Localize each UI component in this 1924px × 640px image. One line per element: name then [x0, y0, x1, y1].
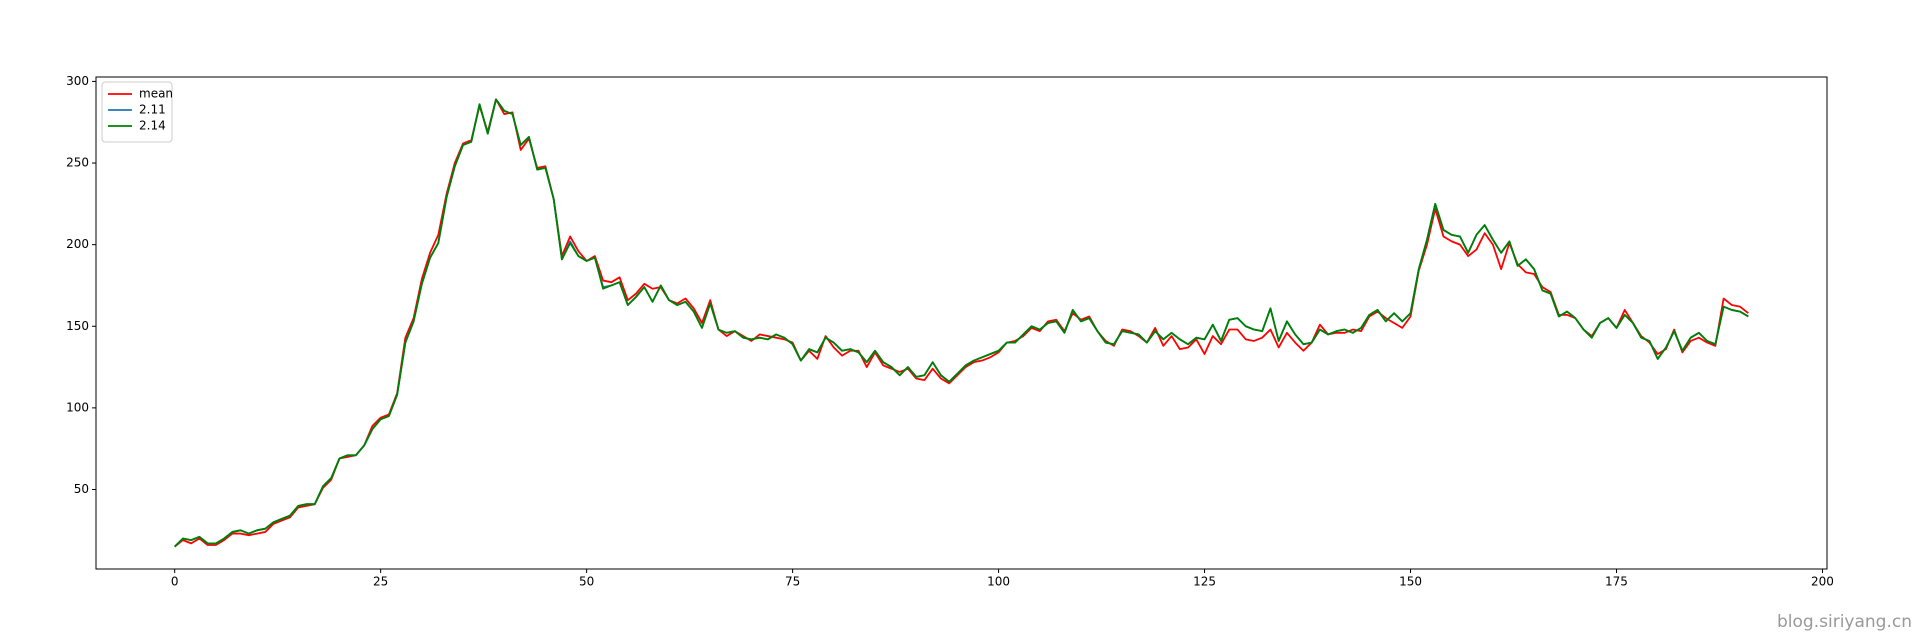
series-line	[174, 98, 1749, 548]
x-tick-label: 0	[171, 575, 179, 589]
x-tick-label: 100	[987, 575, 1010, 589]
y-tick-label: 100	[66, 400, 89, 414]
y-tick-label: 250	[66, 156, 89, 170]
x-tick-label: 25	[373, 575, 388, 589]
y-tick-label: 300	[66, 74, 89, 88]
series-line	[174, 98, 1749, 548]
y-tick-label: 50	[74, 482, 89, 496]
y-tick-label: 200	[66, 237, 89, 251]
x-tick-label: 75	[785, 575, 800, 589]
legend-label: mean	[139, 87, 173, 101]
watermark: blog.siriyang.cn	[1777, 612, 1912, 632]
x-tick-label: 175	[1605, 575, 1628, 589]
x-tick-label: 125	[1193, 575, 1216, 589]
x-tick-label: 150	[1399, 575, 1422, 589]
x-tick-label: 200	[1811, 575, 1834, 589]
x-tick-label: 50	[579, 575, 594, 589]
y-tick-label: 150	[66, 319, 89, 333]
legend-box	[101, 81, 173, 143]
axes-frame	[95, 76, 1828, 570]
legend-label: 2.14	[139, 119, 166, 133]
legend-label: 2.11	[139, 103, 166, 117]
